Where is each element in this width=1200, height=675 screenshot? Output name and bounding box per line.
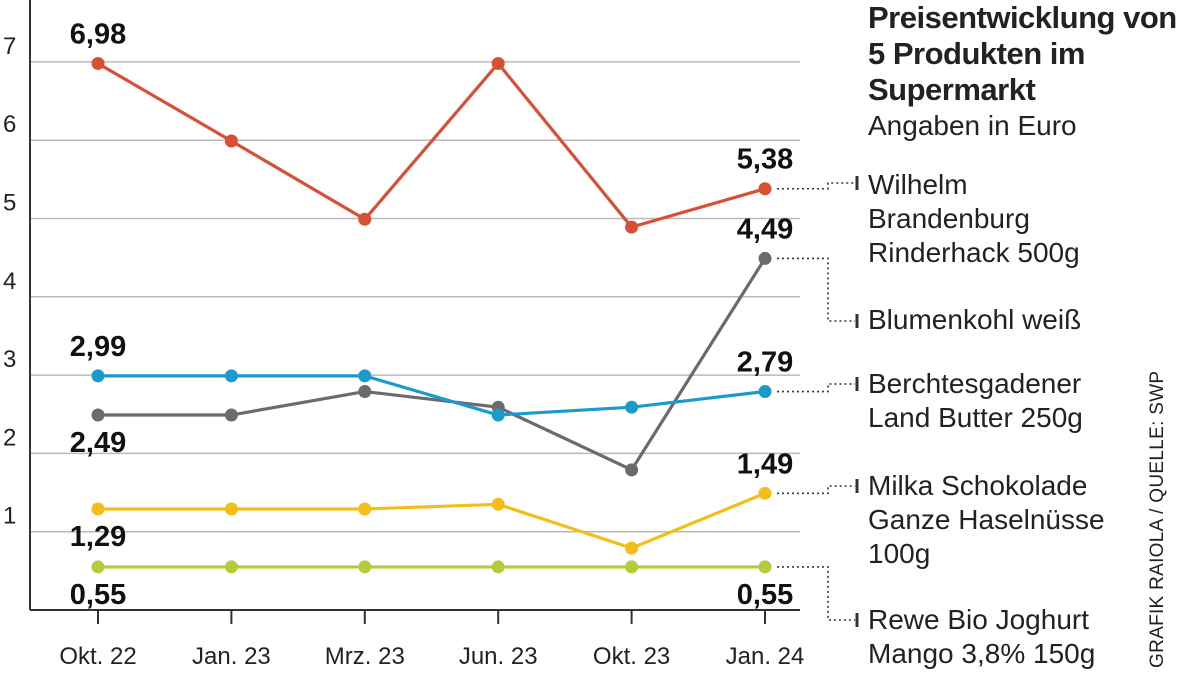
data-point [358, 385, 372, 399]
data-point [625, 220, 639, 234]
y-tick-label: 6 [3, 111, 16, 138]
y-tick-label: 4 [3, 268, 16, 295]
legend-line: 100g [868, 538, 931, 569]
legend-milka: Milka Schokolade Ganze Haselnüsse 100g [868, 469, 1158, 571]
data-point [224, 408, 238, 422]
data-point [491, 56, 505, 70]
leader-line [777, 182, 855, 190]
series-line [98, 374, 766, 417]
legend-line: Berchtesgadener [868, 368, 1082, 399]
data-point [758, 486, 772, 500]
data-point [91, 560, 105, 574]
data-point [358, 369, 372, 383]
leader-line [777, 257, 855, 322]
legend-blumenkohl: Blumenkohl weiß [868, 303, 1158, 337]
data-point [224, 560, 238, 574]
data-point [758, 385, 772, 399]
data-point [358, 502, 372, 516]
data-point [625, 541, 639, 555]
legend-rinderhack: Wilhelm Brandenburg Rinderhack 500g [868, 168, 1158, 270]
data-label: 0,55 [737, 579, 793, 611]
legend-line: Brandenburg [868, 203, 1030, 234]
data-point [358, 212, 372, 226]
legend-line: Land Butter 250g [868, 402, 1083, 433]
series-line [98, 491, 766, 550]
legend-line: Rewe Bio Joghurt [868, 604, 1090, 635]
data-label: 2,99 [70, 331, 126, 363]
data-point [224, 502, 238, 516]
data-point [491, 408, 505, 422]
data-label: 2,79 [737, 347, 793, 379]
y-tick-label: 7 [3, 33, 16, 60]
data-label: 1,49 [737, 448, 793, 480]
y-tick-label: 2 [3, 424, 16, 451]
data-point [91, 56, 105, 70]
legend-line: Blumenkohl weiß [868, 304, 1082, 335]
data-point [625, 560, 639, 574]
y-tick-label: 1 [3, 503, 16, 530]
data-point [758, 251, 772, 265]
data-point [758, 182, 772, 196]
data-point [758, 560, 772, 574]
data-point [358, 560, 372, 574]
leader-line [777, 485, 855, 495]
data-label: 6,98 [70, 18, 126, 50]
x-tick-label: Jun. 23 [459, 643, 538, 670]
legend-line: Milka Schokolade [868, 470, 1088, 501]
y-tick-label: 3 [3, 346, 16, 373]
data-point [491, 497, 505, 511]
data-point [625, 463, 639, 477]
data-point [491, 560, 505, 574]
series-line [98, 257, 767, 472]
data-label: 0,55 [70, 579, 126, 611]
legend-joghurt: Rewe Bio Joghurt Mango 3,8% 150g [868, 603, 1158, 671]
data-point [224, 134, 238, 148]
data-point [91, 369, 105, 383]
leader-line [777, 566, 855, 621]
data-label: 1,29 [70, 521, 126, 553]
legend-line: Mango 3,8% 150g [868, 638, 1096, 669]
legend-line: Ganze Haselnüsse [868, 504, 1105, 535]
source-credit: GRAFIK RAIOLA / QUELLE: SWP [1147, 370, 1168, 668]
x-tick-label: Jan. 23 [192, 643, 271, 670]
x-tick-label: Mrz. 23 [325, 643, 405, 670]
series-line [97, 61, 766, 229]
legend-butter: Berchtesgadener Land Butter 250g [868, 367, 1158, 435]
data-point [625, 400, 639, 414]
data-point [91, 408, 105, 422]
data-label: 2,49 [70, 427, 126, 459]
y-tick-label: 5 [3, 190, 16, 217]
data-point [224, 369, 238, 383]
chart-subtitle: Angaben in Euro [868, 110, 1077, 141]
legend-line: Rinderhack 500g [868, 237, 1080, 268]
data-point [91, 502, 105, 516]
data-label: 5,38 [737, 144, 793, 176]
legend-line: Wilhelm [868, 169, 968, 200]
chart-title: Preisentwicklung von 5 Produkten im Supe… [868, 0, 1177, 107]
x-tick-label: Okt. 23 [593, 643, 670, 670]
x-tick-label: Jan. 24 [726, 643, 805, 670]
x-tick-label: Okt. 22 [59, 643, 136, 670]
leader-line [777, 383, 855, 393]
data-label: 4,49 [737, 213, 793, 245]
